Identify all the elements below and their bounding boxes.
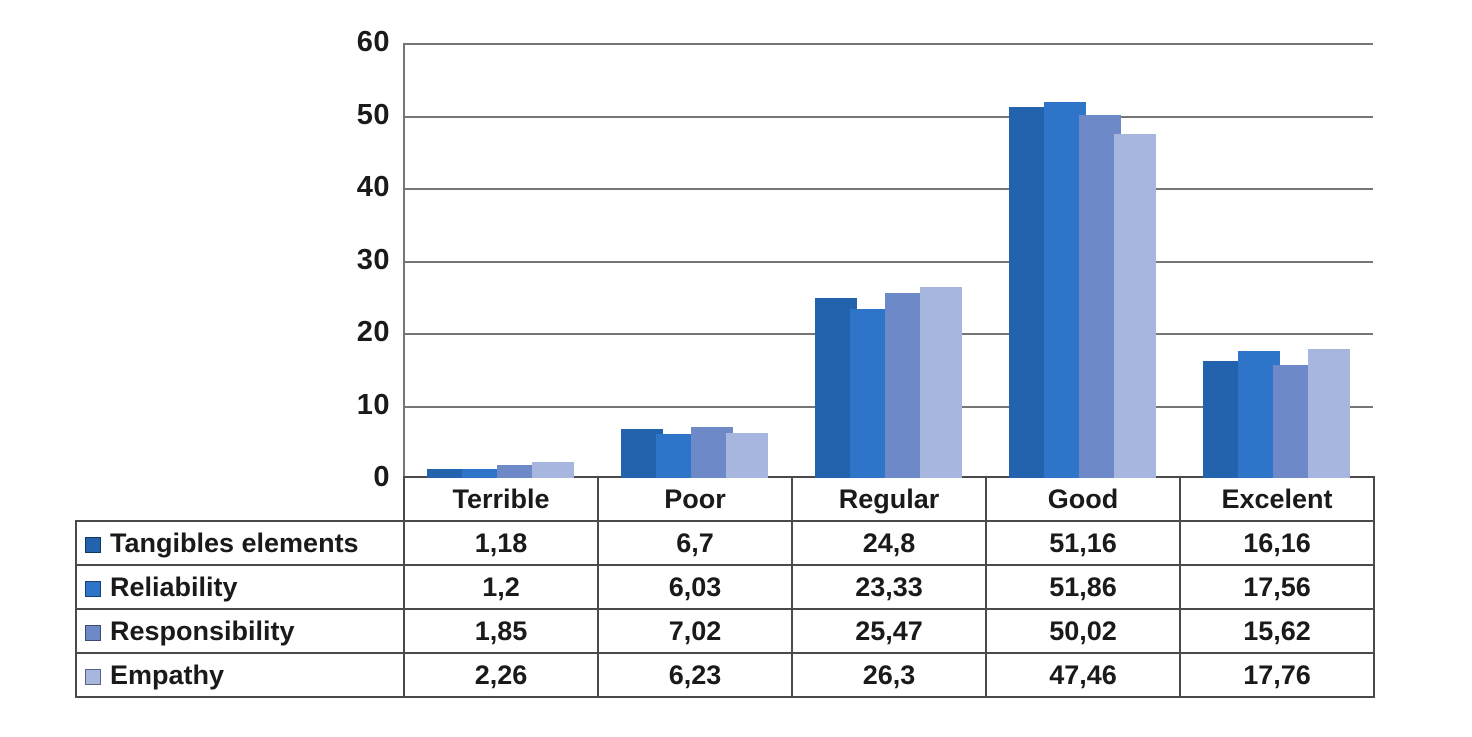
series-label: Tangibles elements <box>110 527 359 558</box>
bar-tangibles-elements-terrible <box>426 469 469 478</box>
bar-empathy-excelent <box>1307 349 1350 478</box>
bar-empathy-good <box>1113 133 1156 478</box>
gridline-40 <box>403 188 1373 190</box>
col-header-good: Good <box>985 476 1181 522</box>
gridline-30 <box>403 260 1373 263</box>
cell-empathy-excelent: 17,76 <box>1179 652 1375 698</box>
bar-empathy-regular <box>919 287 962 478</box>
cell-tangibles-elements-excelent: 16,16 <box>1179 520 1375 566</box>
col-header-regular: Regular <box>791 476 987 522</box>
cell-reliability-terrible: 1,2 <box>403 564 599 610</box>
y-tick-label-30: 30 <box>356 243 390 276</box>
series-label: Responsibility <box>110 615 295 646</box>
table-row-tangibles-elements: Tangibles elements 1,18 6,7 24,8 51,16 16,16 <box>75 520 1375 566</box>
cell-tangibles-elements-regular: 24,8 <box>791 520 987 566</box>
plot-area <box>403 43 1373 480</box>
cell-empathy-poor: 6,23 <box>597 652 793 698</box>
col-header-excelent: Excelent <box>1179 476 1375 522</box>
series-label: Empathy <box>110 659 225 690</box>
cell-empathy-good: 47,46 <box>985 652 1181 698</box>
table-header-row: Terrible Poor Regular Good Excelent <box>76 476 1375 522</box>
cell-reliability-excelent: 17,56 <box>1179 564 1375 610</box>
y-tick-label-50: 50 <box>356 98 390 131</box>
cell-reliability-good: 51,86 <box>985 564 1181 610</box>
table-corner-cell <box>76 477 404 521</box>
cell-responsibility-good: 50,02 <box>985 608 1181 654</box>
y-tick-label-40: 40 <box>356 170 390 203</box>
legend-cell-empathy: Empathy <box>75 652 405 698</box>
cell-empathy-regular: 26,3 <box>791 652 987 698</box>
cell-responsibility-poor: 7,02 <box>597 608 793 654</box>
table-row-reliability: Reliability 1,2 6,03 23,33 51,86 17,56 <box>75 564 1375 610</box>
table-row-responsibility: Responsibility 1,85 7,02 25,47 50,02 15,62 <box>75 608 1375 654</box>
col-header-terrible: Terrible <box>403 476 599 522</box>
y-tick-label-0: 0 <box>373 460 390 493</box>
cell-reliability-poor: 6,03 <box>597 564 793 610</box>
legend-swatch-responsibility <box>85 624 101 641</box>
y-tick-label-60: 60 <box>356 25 390 58</box>
bar-responsibility-terrible <box>496 464 539 478</box>
cell-responsibility-excelent: 15,62 <box>1179 608 1375 654</box>
cell-tangibles-elements-poor: 6,7 <box>597 520 793 566</box>
legend-swatch-tangibles-elements <box>85 536 101 553</box>
col-header-poor: Poor <box>597 476 793 522</box>
table-row-empathy: Empathy 2,26 6,23 26,3 47,46 17,76 <box>75 652 1375 698</box>
cell-empathy-terrible: 2,26 <box>403 652 599 698</box>
legend-swatch-empathy <box>85 668 101 685</box>
gridline-60 <box>403 43 1373 45</box>
legend-swatch-reliability <box>85 580 101 597</box>
gridline-50 <box>403 115 1373 118</box>
bar-reliability-terrible <box>461 469 504 478</box>
cell-responsibility-regular: 25,47 <box>791 608 987 654</box>
cell-tangibles-elements-good: 51,16 <box>985 520 1181 566</box>
cell-responsibility-terrible: 1,85 <box>403 608 599 654</box>
bar-empathy-terrible <box>531 461 574 478</box>
legend-cell-tangibles-elements: Tangibles elements <box>75 520 405 566</box>
series-label: Reliability <box>110 571 238 602</box>
data-table: Terrible Poor Regular Good Excelent Tangibles… <box>75 476 1375 698</box>
legend-cell-reliability: Reliability <box>75 564 405 610</box>
cell-reliability-regular: 23,33 <box>791 564 987 610</box>
cell-tangibles-elements-terrible: 1,18 <box>403 520 599 566</box>
legend-cell-responsibility: Responsibility <box>75 608 405 654</box>
bar-empathy-poor <box>725 432 768 478</box>
y-tick-label-10: 10 <box>356 388 390 421</box>
y-tick-label-20: 20 <box>356 315 390 348</box>
